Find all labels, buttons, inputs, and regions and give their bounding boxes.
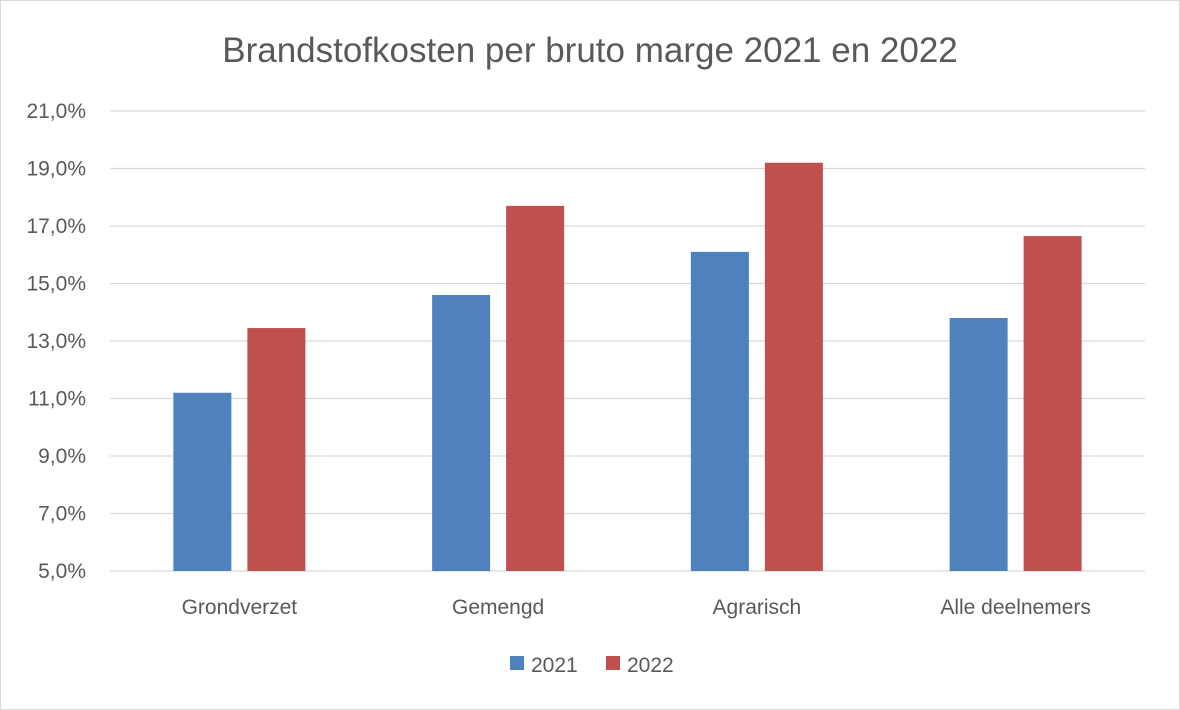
legend-swatch xyxy=(606,656,620,670)
y-tick-label: 11,0% xyxy=(28,388,86,411)
bar-2021-agrarisch xyxy=(690,251,749,571)
legend: 2021 2022 xyxy=(510,654,674,677)
legend-label: 2021 xyxy=(531,654,578,677)
bar-2021-alle-deelnemers xyxy=(949,318,1008,571)
x-axis-category-labels: Grondverzet Gemengd Agrarisch Alle deelneme… xyxy=(182,596,1091,619)
chart-title: Brandstofkosten per bruto marge 2021 en … xyxy=(222,31,958,70)
y-tick-label: 5,0% xyxy=(38,560,86,583)
x-category-label: Gemengd xyxy=(452,596,544,619)
y-tick-label: 9,0% xyxy=(38,445,86,468)
x-category-label: Alle deelnemers xyxy=(940,596,1091,619)
y-axis-tick-labels: 5,0% 7,0% 9,0% 11,0% 13,0% 15,0% 17,0% 19,0% 21,… xyxy=(26,100,86,583)
y-tick-label: 19,0% xyxy=(26,158,86,181)
legend-label: 2022 xyxy=(627,654,674,677)
bar-2021-grondverzet xyxy=(173,392,232,571)
bar-2022-gemengd xyxy=(506,205,565,571)
x-category-label: Agrarisch xyxy=(713,596,802,619)
bars xyxy=(173,162,1082,571)
legend-swatch xyxy=(510,656,524,670)
y-tick-label: 7,0% xyxy=(38,503,86,526)
y-tick-label: 13,0% xyxy=(26,330,86,353)
y-tick-label: 21,0% xyxy=(26,100,86,123)
x-category-label: Grondverzet xyxy=(182,596,298,619)
y-tick-label: 15,0% xyxy=(26,273,86,296)
bar-2022-alle-deelnemers xyxy=(1023,236,1082,571)
bar-2022-agrarisch xyxy=(764,162,823,571)
bar-2022-grondverzet xyxy=(247,328,306,571)
bar-2021-gemengd xyxy=(432,295,491,571)
y-tick-label: 17,0% xyxy=(26,215,86,238)
